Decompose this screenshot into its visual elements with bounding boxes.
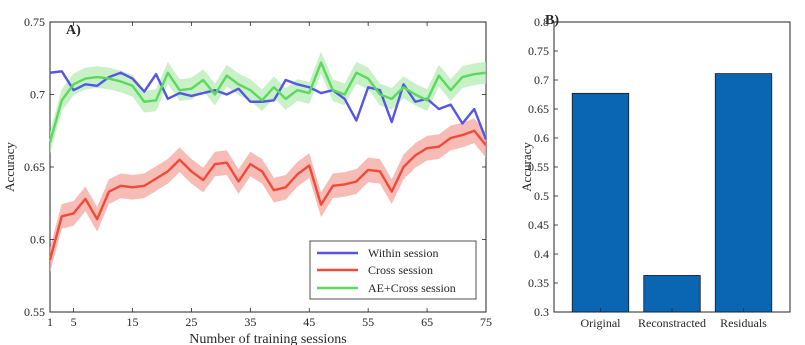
y-tick-label: 0.65 (528, 102, 549, 116)
y-tick-label: 0.7 (534, 73, 549, 87)
x-tick-label: 35 (244, 315, 256, 329)
legend-label-within-session: Within session (368, 246, 439, 260)
category-label-reconstracted: Reconstracted (638, 316, 706, 330)
y-tick-label: 0.5 (534, 189, 549, 203)
x-tick-label: 75 (480, 315, 492, 329)
category-label-residuals: Residuals (720, 316, 767, 330)
line-cross-session (48, 129, 487, 261)
panel-a-series-lines (48, 61, 488, 261)
bar-original (571, 92, 630, 313)
x-tick-label: 45 (303, 315, 315, 329)
y-tick-label: 0.75 (528, 44, 549, 58)
panel-a-ticks: 1 5 15 25 35 45 55 65 750.550.60.650.70.75 (24, 15, 492, 329)
y-tick-label: 0.65 (24, 160, 45, 174)
y-tick-label: 0.75 (24, 15, 45, 29)
panel-a-x-axis-label: Number of training sessions (189, 332, 346, 345)
band-cross-session (50, 118, 486, 273)
category-label-original: Original (580, 316, 621, 330)
y-tick-label: 0.4 (534, 247, 549, 261)
y-tick-label: 0.55 (24, 305, 45, 319)
legend-label-ae-cross-session: AE+Cross session (368, 281, 456, 295)
x-tick-label: 5 (71, 315, 77, 329)
line-within-session (49, 70, 488, 140)
panel-a-line-chart: 1 5 15 25 35 45 55 65 750.550.60.650.70.75 A) Nu… (2, 15, 492, 345)
panel-b-y-axis-label: Accuracy (519, 142, 534, 192)
x-tick-label: 65 (421, 315, 433, 329)
bar-residuals (714, 73, 773, 313)
panel-b-ticks: Original Reconstracted Residuals 0.3 0.35 0.4… (528, 15, 767, 330)
y-tick-label: 0.6 (30, 233, 45, 247)
legend-label-cross-session: Cross session (368, 263, 433, 277)
y-tick-label: 0.3 (534, 305, 549, 319)
y-tick-label: 0.35 (528, 276, 549, 290)
panel-a-label: A) (66, 23, 81, 38)
y-tick-label: 0.55 (528, 160, 549, 174)
panel-a-legend: Within session Cross session AE+Cross se… (309, 240, 477, 300)
x-tick-label: 1 (47, 315, 53, 329)
x-tick-label: 55 (362, 315, 374, 329)
band-ae-cross-session (50, 51, 486, 154)
panel-b-bars (571, 73, 773, 313)
y-tick-label: 0.6 (534, 131, 549, 145)
y-tick-label: 0.7 (30, 88, 45, 102)
y-tick-label: 0.8 (534, 15, 549, 29)
panel-a-y-axis-label: Accuracy (2, 142, 17, 192)
panel-b-bar-chart: Original Reconstracted Residuals 0.3 0.35 0.4… (519, 13, 791, 330)
bar-reconstracted (643, 275, 701, 313)
x-tick-label: 15 (126, 315, 138, 329)
y-tick-label: 0.45 (528, 218, 549, 232)
panel-a-confidence-bands (50, 51, 486, 273)
line-ae-cross-session (48, 61, 487, 143)
panel-b-label: B) (545, 13, 559, 28)
x-tick-label: 25 (185, 315, 197, 329)
